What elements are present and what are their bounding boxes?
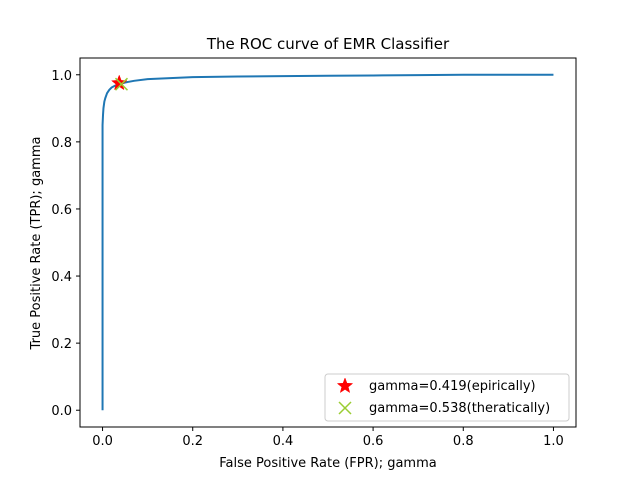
y-tick-label: 1.0 (51, 69, 72, 84)
legend-x-icon (338, 401, 352, 415)
y-tick-label: 0.2 (51, 337, 72, 352)
y-axis: 0.0 0.2 0.4 0.6 0.8 1.0 (51, 69, 80, 419)
x-tick-label: 0.0 (92, 434, 113, 449)
legend-label-theoretical: gamma=0.538(theratically) (369, 401, 550, 416)
x-axis-label: False Positive Rate (FPR); gamma (219, 456, 436, 471)
legend: gamma=0.419(epirically) gamma=0.538(ther… (324, 373, 570, 422)
plot-area (101, 73, 554, 411)
marker-x-1 (114, 77, 129, 91)
x-axis: 0.0 0.2 0.4 0.6 0.8 1.0 (92, 427, 564, 449)
legend-label-empirical: gamma=0.419(epirically) (369, 379, 536, 394)
axes-frame (79, 57, 577, 428)
y-tick-label: 0.4 (51, 270, 72, 285)
y-tick-label: 0.0 (51, 404, 72, 419)
x-tick-label: 0.6 (363, 434, 384, 449)
chart-title: The ROC curve of EMR Classifier (206, 35, 450, 53)
x-tick-label: 0.2 (182, 434, 203, 449)
legend-star-shape (336, 377, 354, 394)
y-tick-label: 0.6 (51, 203, 72, 218)
legend-box (324, 373, 570, 422)
y-tick-label: 0.8 (51, 136, 72, 151)
x-tick-label: 1.0 (543, 434, 564, 449)
legend-star-icon (336, 377, 354, 394)
y-axis-label: True Positive Rate (TPR); gamma (29, 137, 44, 351)
x-tick-label: 0.8 (453, 434, 474, 449)
x-tick-label: 0.4 (273, 434, 294, 449)
roc-curve-line (101, 73, 554, 411)
legend-x-shape (338, 401, 352, 415)
